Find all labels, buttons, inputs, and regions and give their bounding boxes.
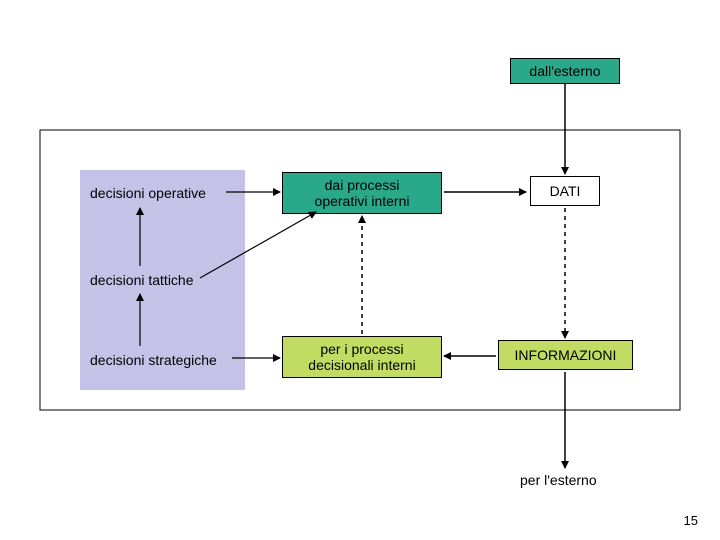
node-informazioni: INFORMAZIONI xyxy=(498,340,633,370)
node-per-processi: per i processidecisionali interni xyxy=(282,336,442,378)
page-number: 15 xyxy=(684,513,698,528)
node-label: INFORMAZIONI xyxy=(515,347,617,363)
node-label: dai processioperativi interni xyxy=(315,177,410,209)
label-decisioni-tattiche: decisioni tattiche xyxy=(90,272,194,288)
diagram-stage: dall'esterno dai processioperativi inter… xyxy=(0,0,720,540)
label-decisioni-strategiche: decisioni strategiche xyxy=(90,352,217,368)
label-decisioni-operative: decisioni operative xyxy=(90,185,206,201)
node-dati: DATI xyxy=(530,176,600,206)
node-dall-esterno: dall'esterno xyxy=(510,58,620,84)
node-label: per i processidecisionali interni xyxy=(308,341,415,373)
node-dai-processi: dai processioperativi interni xyxy=(282,172,442,214)
label-per-esterno: per l'esterno xyxy=(520,472,597,488)
node-label: dall'esterno xyxy=(529,63,600,79)
node-label: DATI xyxy=(550,183,581,199)
